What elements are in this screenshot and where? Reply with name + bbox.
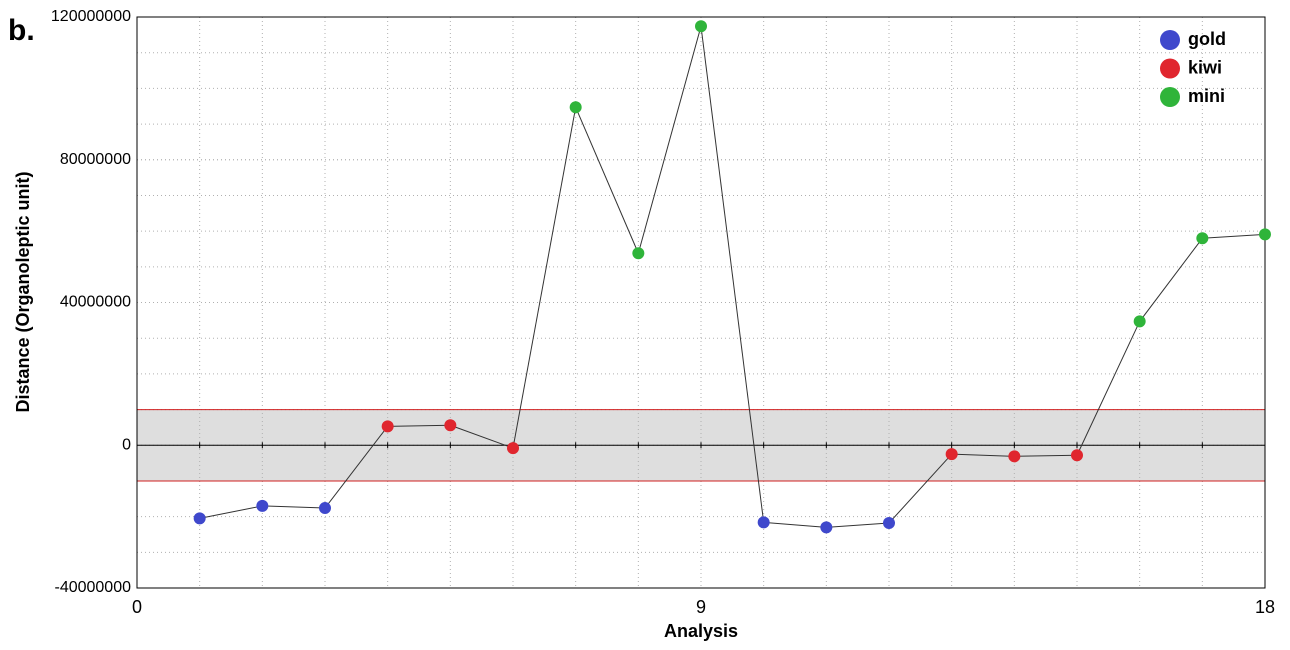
y-tick-label: 40000000 — [60, 294, 131, 311]
connector — [763, 521, 827, 528]
data-point — [1133, 315, 1146, 328]
connector — [637, 26, 702, 254]
x-tick-label: 9 — [696, 597, 706, 617]
connector — [262, 505, 326, 509]
data-point — [757, 516, 770, 529]
connector — [512, 107, 577, 449]
connector — [575, 107, 639, 254]
data-point — [507, 442, 519, 455]
data-point — [945, 448, 958, 461]
legend-marker — [1160, 87, 1180, 107]
data-point — [319, 502, 331, 515]
connector — [888, 453, 953, 524]
data-point — [1259, 228, 1271, 241]
connector — [826, 522, 890, 528]
y-axis-label: Distance (Organoleptic unit) — [13, 171, 33, 412]
y-tick-label: -40000000 — [54, 579, 131, 596]
data-point — [193, 512, 206, 525]
connector — [700, 26, 765, 523]
legend-label: kiwi — [1188, 57, 1222, 77]
connector — [1076, 321, 1141, 456]
data-point — [632, 247, 645, 260]
data-point — [381, 420, 394, 433]
x-tick-label: 0 — [132, 597, 142, 617]
y-tick-label: 80000000 — [60, 151, 131, 168]
data-point — [256, 499, 269, 512]
legend-label: mini — [1188, 86, 1225, 106]
connector — [1014, 454, 1078, 457]
plot-frame — [136, 16, 1266, 589]
x-tick-label: 18 — [1255, 597, 1275, 617]
data-point — [1196, 232, 1209, 245]
data-point — [444, 419, 457, 432]
connector — [450, 424, 514, 449]
connector — [199, 505, 263, 519]
data-point — [695, 20, 707, 33]
data-point — [1071, 449, 1083, 462]
legend-label: gold — [1188, 29, 1226, 49]
x-axis-label: Analysis — [664, 621, 738, 641]
data-point — [883, 517, 895, 530]
legend-marker — [1160, 30, 1180, 50]
legend-marker — [1160, 58, 1180, 79]
data-point — [820, 521, 833, 534]
connector — [324, 426, 389, 509]
panel-label: b. — [8, 14, 35, 47]
y-tick-label: 0 — [122, 436, 131, 453]
connector — [1139, 237, 1203, 322]
connector — [1202, 233, 1266, 239]
connector — [387, 424, 451, 427]
y-tick-label: 120000000 — [51, 8, 131, 25]
connector — [951, 453, 1015, 457]
data-point — [1008, 450, 1021, 463]
data-point — [569, 101, 582, 114]
